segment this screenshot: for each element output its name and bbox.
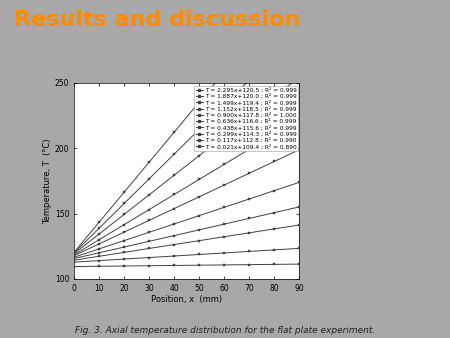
X-axis label: Position, x  (mm): Position, x (mm) xyxy=(151,295,222,305)
Text: Results and discussion: Results and discussion xyxy=(14,10,300,30)
Legend: T = 2.295x+120.5 ; R² = 0.999, T = 1.887x+120.0 ; R² = 0.999, T = 1.499x+119.4 ;: T = 2.295x+120.5 ; R² = 0.999, T = 1.887… xyxy=(194,86,298,151)
Text: Fig. 3. Axial temperature distribution for the flat plate experiment.: Fig. 3. Axial temperature distribution f… xyxy=(75,325,375,335)
Y-axis label: Temperature, T  (°C): Temperature, T (°C) xyxy=(43,138,52,223)
